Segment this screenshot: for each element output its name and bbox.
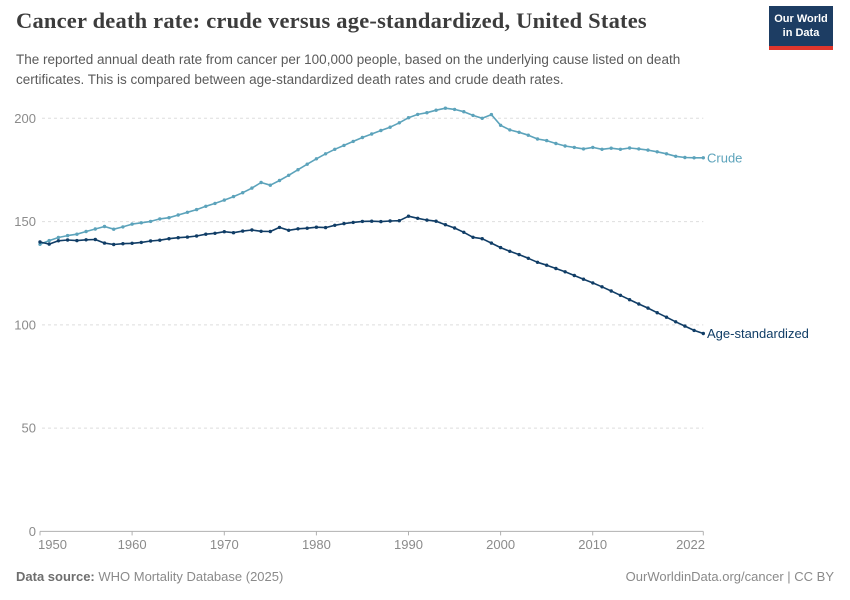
y-tick-100: 100 (14, 317, 36, 332)
crude-line-series (38, 106, 705, 246)
data-source-label: Data source: (16, 569, 95, 584)
y-tick-0: 0 (29, 524, 36, 539)
crude-series-label: Crude (707, 150, 742, 165)
x-tick-1990: 1990 (394, 537, 423, 552)
age-standardized-line-series (38, 214, 705, 336)
x-tick-1970: 1970 (210, 537, 239, 552)
y-tick-150: 150 (14, 214, 36, 229)
x-tick-2000: 2000 (486, 537, 515, 552)
owid-logo-line2: in Data (782, 26, 820, 39)
x-tick-2022: 2022 (676, 537, 705, 552)
x-tick-1980: 1980 (302, 537, 331, 552)
data-source: Data source: WHO Mortality Database (202… (16, 569, 283, 584)
x-tick-1950: 1950 (38, 537, 67, 552)
owid-logo: Our World in Data (769, 6, 833, 50)
owid-logo-line1: Our World (774, 13, 828, 25)
age-standardized-series-label: Age-standardized (707, 326, 809, 341)
chart-title: Cancer death rate: crude versus age-stan… (16, 8, 647, 33)
y-tick-50: 50 (22, 421, 36, 436)
x-tick-1960: 1960 (118, 537, 147, 552)
gridlines (42, 117, 704, 429)
x-tick-2010: 2010 (578, 537, 607, 552)
data-source-value: WHO Mortality Database (2025) (94, 569, 284, 584)
y-axis: 200 150 100 50 0 (14, 111, 36, 539)
y-tick-200: 200 (14, 111, 36, 126)
credit-link[interactable]: OurWorldinData.org/cancer | CC BY (625, 569, 834, 584)
chart-subtitle: The reported annual death rate from canc… (16, 52, 681, 87)
x-axis: 1950 1960 1970 1980 1990 2000 2010 2022 (38, 530, 705, 552)
